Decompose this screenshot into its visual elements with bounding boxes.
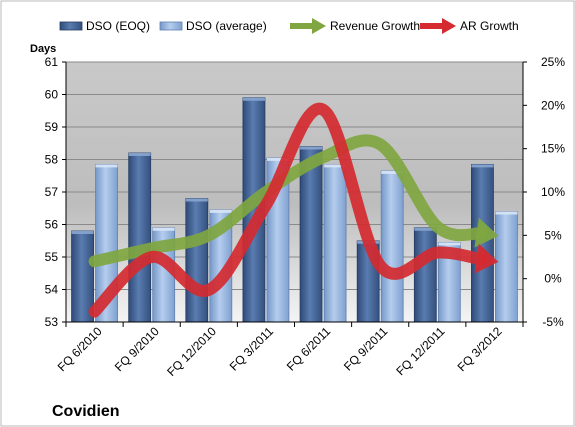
- bar-dso-eoq: [128, 152, 152, 323]
- legend-label: DSO (EOQ): [86, 19, 150, 33]
- y-tick-label: 60: [45, 88, 59, 102]
- bar-top: [324, 164, 347, 168]
- bar-top: [185, 198, 208, 202]
- y-tick-label: 54: [45, 283, 59, 297]
- legend-arrowhead: [312, 18, 326, 34]
- bar-top: [381, 170, 404, 174]
- bar-dso-eoq: [185, 198, 209, 323]
- bar-top: [495, 211, 518, 215]
- legend-label: Revenue Growth: [330, 19, 420, 33]
- y-tick-label: 58: [45, 153, 59, 167]
- y-tick-label: 57: [45, 185, 59, 199]
- y2-tick-label: 20%: [541, 98, 565, 112]
- legend-label: DSO (average): [186, 19, 267, 33]
- y-tick-label: 59: [45, 120, 59, 134]
- legend-swatch: [59, 21, 83, 31]
- y-tick-label: 53: [45, 315, 59, 329]
- bar-dso-average: [380, 170, 404, 323]
- y-tick-label: 61: [45, 55, 59, 69]
- arrowhead-ar-growth: [474, 243, 499, 274]
- legend-arrowhead: [442, 18, 456, 34]
- bar-dso-average: [323, 163, 347, 323]
- bar-top: [414, 227, 437, 231]
- bar-top: [128, 153, 151, 156]
- bar-top: [438, 242, 461, 246]
- bar-top: [300, 146, 323, 150]
- y2-tick-label: 0%: [544, 272, 562, 286]
- bar-top: [242, 97, 265, 101]
- y-tick-label: 55: [45, 250, 59, 264]
- bar-top: [152, 227, 175, 231]
- y2-tick-label: 10%: [541, 185, 565, 199]
- y2-tick-label: 25%: [541, 55, 565, 69]
- bar-top: [471, 164, 494, 168]
- y2-tick-label: 15%: [541, 142, 565, 156]
- series-line-revenue-growth: [88, 134, 488, 268]
- bar-top: [266, 157, 289, 161]
- bar-top: [95, 164, 118, 168]
- series-line-ar-growth: [88, 102, 488, 318]
- bar-dso-eoq: [413, 227, 437, 323]
- y-axis-label: Days: [30, 43, 56, 55]
- legend-label: AR Growth: [460, 19, 519, 33]
- legend-swatch: [159, 21, 183, 31]
- bar-top: [209, 209, 232, 213]
- arrowhead-revenue-growth: [474, 217, 499, 248]
- y2-tick-label: -5%: [542, 315, 564, 329]
- company-label: Covidien: [52, 403, 120, 420]
- bar-top: [71, 231, 94, 234]
- y2-tick-label: 5%: [544, 228, 562, 242]
- y-tick-label: 56: [45, 218, 59, 232]
- bar-dso-average: [495, 211, 518, 323]
